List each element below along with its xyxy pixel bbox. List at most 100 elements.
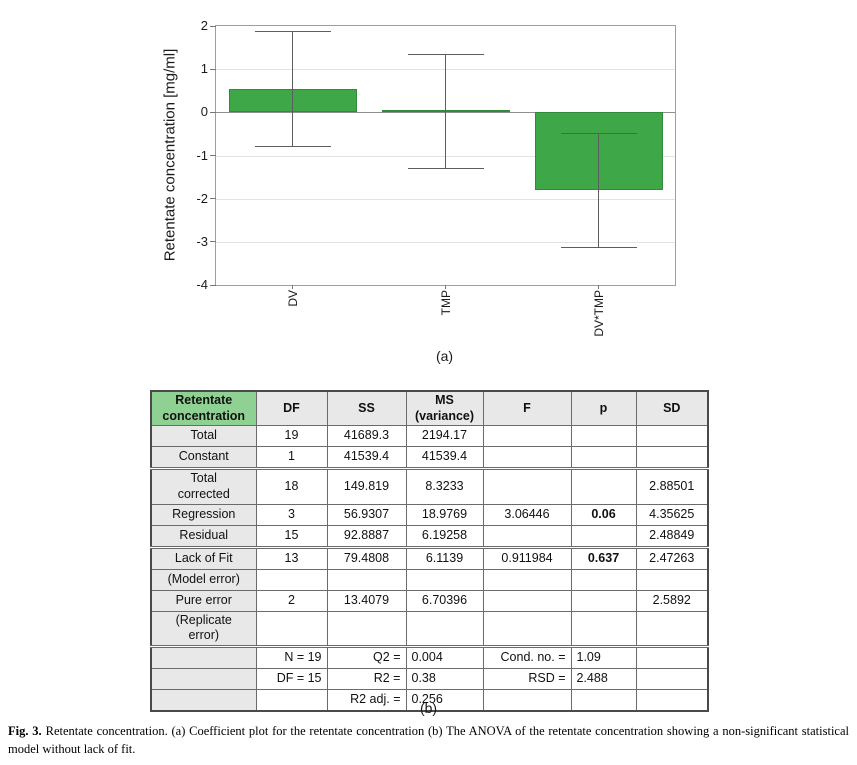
table-cell: 6.19258 xyxy=(405,524,484,548)
table-title-cell: Retentate concentration xyxy=(150,390,257,427)
x-tick-mark xyxy=(598,285,599,289)
gridline xyxy=(216,241,675,243)
table-row-total-corrected: Total corrected 18 149.819 8.3233 2.8850… xyxy=(150,467,709,505)
y-tick-label: 0 xyxy=(200,104,208,120)
table-cell: 2.48849 xyxy=(635,524,709,548)
row-label: (Replicate error) xyxy=(150,610,257,647)
error-bar-cap xyxy=(407,54,484,56)
table-cell xyxy=(326,568,407,591)
rsd-label-cell: RSD = xyxy=(482,667,572,690)
table-header-row: Retentate concentration DF SS MS (varian… xyxy=(150,390,709,427)
p-value-cell: 0.06 xyxy=(570,503,637,526)
table-cell: 41539.4 xyxy=(326,446,407,470)
error-bar xyxy=(598,133,599,247)
r2-value-cell: 0.38 xyxy=(405,667,484,690)
error-bar-cap xyxy=(254,146,331,147)
table-cell xyxy=(482,589,572,612)
table-cell xyxy=(405,568,484,591)
table-cell: 2.47263 xyxy=(635,545,709,570)
table-cell xyxy=(255,568,328,591)
table-row-constant: Constant 1 41539.4 41539.4 xyxy=(150,446,709,470)
y-tick-mark xyxy=(210,284,216,286)
panel-b-label: (b) xyxy=(419,700,438,716)
coefficient-plot: Retentate concentration [mg/ml] 2 1 0 -1 -2-… xyxy=(150,10,710,345)
cond-no-label-cell: Cond. no. = xyxy=(482,644,572,669)
table-row-total: Total 19 41689.3 2194.17 xyxy=(150,425,709,448)
y-tick-mark xyxy=(210,241,216,243)
row-label xyxy=(150,688,257,712)
row-label: Total corrected xyxy=(150,467,257,505)
table-cell xyxy=(482,425,572,448)
anova-table: Retentate concentration DF SS MS (varian… xyxy=(150,390,709,712)
table-row-pure-error: Pure error 2 13.4079 6.70396 2.5892 xyxy=(150,589,709,612)
x-category-label: DV*TMP xyxy=(591,290,606,337)
y-tick-label: -3 xyxy=(196,233,208,249)
p-value-cell: 0.637 xyxy=(570,545,637,570)
table-cell xyxy=(482,524,572,548)
table-cell: 15 xyxy=(255,524,328,548)
table-cell: 0.911984 xyxy=(482,545,572,570)
table-cell: 13 xyxy=(255,545,328,570)
y-tick-mark xyxy=(210,198,216,200)
table-row-residual: Residual 15 92.8887 6.19258 2.48849 xyxy=(150,524,709,548)
table-row-replicate-error: (Replicate error) xyxy=(150,610,709,647)
table-cell: 13.4079 xyxy=(326,589,407,612)
table-cell: 4.35625 xyxy=(635,503,709,526)
table-row-model-error: (Model error) xyxy=(150,568,709,591)
table-cell xyxy=(570,589,637,612)
row-label xyxy=(150,644,257,669)
table-cell: 3 xyxy=(255,503,328,526)
y-tick-label: -2 xyxy=(196,190,208,206)
x-tick-mark xyxy=(292,285,293,289)
error-bar xyxy=(292,31,293,146)
table-cell xyxy=(570,425,637,448)
df-value-cell: DF = 15 xyxy=(255,667,328,690)
figure-caption: Fig. 3. Retentate concentration. (a) Coef… xyxy=(8,722,849,758)
q2-label-cell: Q2 = xyxy=(326,644,407,669)
row-label: Constant xyxy=(150,446,257,470)
table-cell: 2.88501 xyxy=(635,467,709,505)
table-cell xyxy=(570,568,637,591)
table-row-summary-2: DF = 15 R2 = 0.38 RSD = 2.488 xyxy=(150,667,709,690)
x-category-label: DV xyxy=(285,290,300,307)
table-cell: 6.70396 xyxy=(405,589,484,612)
x-tick-mark xyxy=(445,285,446,289)
table-cell xyxy=(570,467,637,505)
table-cell xyxy=(326,610,407,647)
table-cell: 1 xyxy=(255,446,328,470)
table-row-lack-of-fit: Lack of Fit 13 79.4808 6.1139 0.911984 0… xyxy=(150,545,709,570)
table-cell: 19 xyxy=(255,425,328,448)
table-cell: 18 xyxy=(255,467,328,505)
table-cell xyxy=(482,446,572,470)
column-header-ms: MS (variance) xyxy=(405,390,484,427)
table-row-summary-1: N = 19 Q2 = 0.004 Cond. no. = 1.09 xyxy=(150,644,709,669)
table-cell: 41689.3 xyxy=(326,425,407,448)
table-cell: 79.4808 xyxy=(326,545,407,570)
table-cell xyxy=(635,568,709,591)
error-bar-cap xyxy=(254,31,331,33)
caption-text: Retentate concentration. (a) Coefficient… xyxy=(8,724,849,756)
table-cell xyxy=(482,568,572,591)
table-cell: 18.9769 xyxy=(405,503,484,526)
error-bar xyxy=(445,54,446,168)
table-cell: 3.06446 xyxy=(482,503,572,526)
table-row-summary-3: R2 adj. = 0.256 xyxy=(150,688,709,712)
row-label: Regression xyxy=(150,503,257,526)
table-cell: 41539.4 xyxy=(405,446,484,470)
error-bar-cap xyxy=(407,168,484,170)
table-cell: 149.819 xyxy=(326,467,407,505)
table-cell: 56.9307 xyxy=(326,503,407,526)
y-tick-label: -1 xyxy=(196,147,208,163)
gridline xyxy=(216,198,675,200)
table-cell xyxy=(570,446,637,470)
table-cell xyxy=(635,610,709,647)
table-cell: 2.5892 xyxy=(635,589,709,612)
table-cell: 6.1139 xyxy=(405,545,484,570)
n-value-cell: N = 19 xyxy=(255,644,328,669)
column-header-sd: SD xyxy=(635,390,709,427)
row-label xyxy=(150,667,257,690)
y-tick-label: 2 xyxy=(200,18,208,33)
x-category-label: TMP xyxy=(438,290,453,316)
table-cell xyxy=(635,667,709,690)
